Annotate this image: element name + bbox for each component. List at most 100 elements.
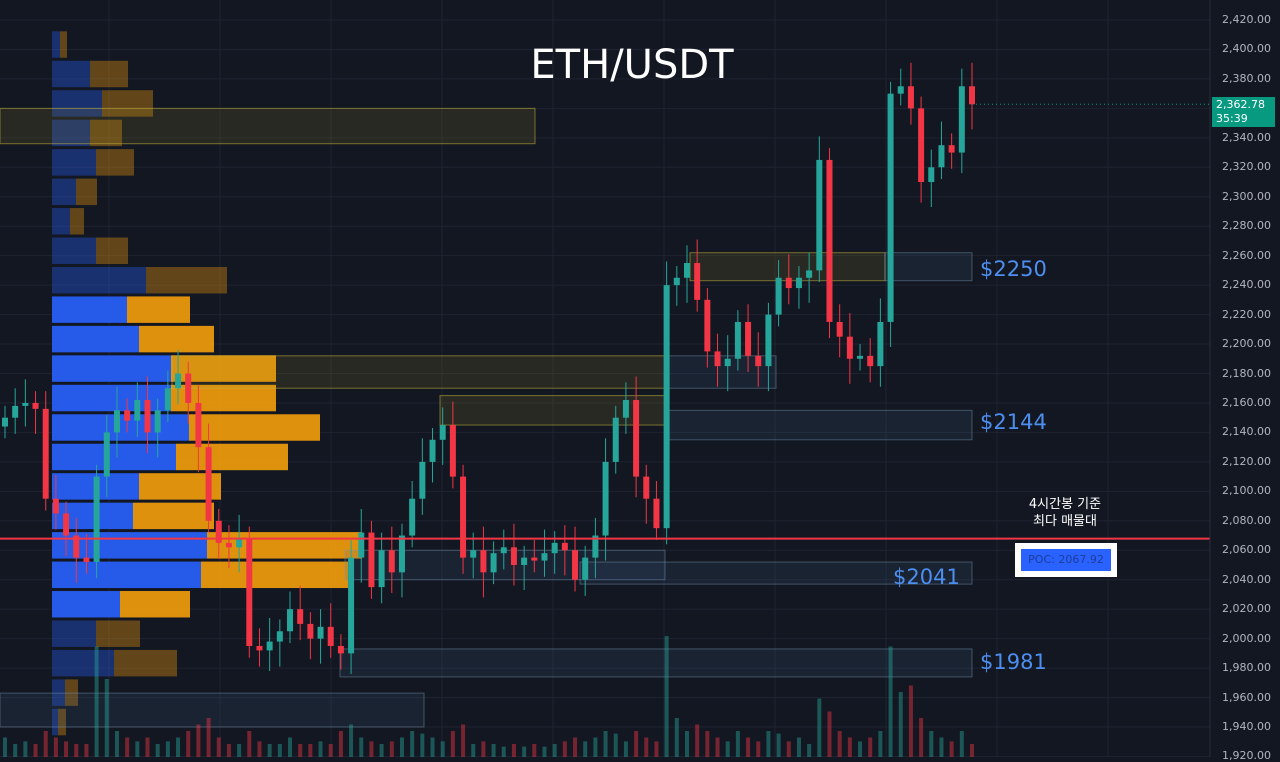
volume-bar: [114, 731, 119, 757]
y-tick-label: 2,320.00: [1222, 160, 1271, 174]
volume-bar: [318, 741, 323, 757]
volume-bar: [623, 741, 628, 757]
volume-bar: [206, 718, 211, 757]
candle-body: [592, 535, 599, 558]
level-label-2144: $2144: [980, 410, 1047, 434]
supply-zone: [439, 395, 669, 426]
volume-bar: [369, 741, 374, 757]
candle-body: [307, 623, 314, 639]
y-tick-label: 2,040.00: [1222, 572, 1271, 586]
candle-body: [643, 476, 650, 499]
candle-body: [327, 626, 334, 646]
candle-body: [877, 321, 884, 367]
profile-bar-down: [70, 208, 84, 235]
profile-bar-up: [52, 620, 96, 647]
volume-bar: [379, 744, 384, 757]
candle-body: [398, 535, 405, 573]
candle-body: [714, 351, 721, 367]
volume-bar: [257, 741, 262, 757]
y-tick-label: 2,260.00: [1222, 248, 1271, 262]
candle-body: [93, 476, 100, 563]
profile-bar-up: [52, 708, 58, 736]
volume-bar: [288, 737, 293, 757]
volume-bar: [226, 744, 231, 757]
volume-bar: [64, 741, 69, 757]
volume-bar: [817, 698, 822, 757]
candle-body: [500, 547, 507, 554]
candle-body: [52, 498, 59, 514]
volume-bar: [827, 711, 832, 757]
candle-body: [154, 410, 161, 433]
volume-bar: [308, 744, 313, 757]
volume-bar: [420, 733, 425, 757]
profile-bar-down: [96, 237, 128, 264]
candle-body: [164, 388, 171, 411]
volume-bar: [155, 744, 160, 757]
candle-body: [887, 93, 894, 322]
candle-body: [734, 321, 741, 359]
candle-body: [205, 447, 212, 521]
candle-body: [510, 547, 517, 565]
volume-bar: [440, 741, 445, 757]
volume-bar: [74, 744, 79, 757]
candle-body: [368, 532, 375, 588]
volume-bar: [715, 737, 720, 757]
y-tick-label: 2,420.00: [1222, 13, 1271, 26]
profile-bar-up: [52, 178, 76, 206]
candle-body: [103, 432, 110, 477]
volume-bar: [145, 737, 150, 757]
supply-zone: [689, 252, 886, 282]
y-tick-label: 2,160.00: [1222, 395, 1271, 409]
candle-body: [42, 408, 49, 499]
candle-body: [124, 410, 131, 421]
profile-bar-down: [96, 149, 134, 176]
candle-body: [897, 86, 904, 94]
candle-body: [836, 321, 843, 337]
volume-bar: [552, 744, 557, 757]
current-price: 2,362.78: [1216, 98, 1265, 111]
candle-body: [215, 520, 222, 543]
y-tick-label: 2,220.00: [1222, 307, 1271, 321]
demand-zone: [0, 692, 425, 728]
candle-body: [337, 645, 344, 654]
volume-bar: [878, 731, 883, 757]
volume-bar: [94, 646, 99, 757]
volume-bar: [3, 737, 7, 757]
profile-bar-up: [52, 325, 139, 353]
candle-body: [439, 425, 446, 440]
y-tick-label: 2,380.00: [1222, 71, 1271, 85]
candle-body: [622, 400, 629, 418]
candle-body: [225, 542, 232, 548]
profile-bar-up: [52, 414, 189, 441]
volume-bar: [858, 741, 863, 757]
candle-body: [317, 626, 324, 639]
candle-body: [551, 542, 558, 554]
candle-body: [470, 550, 477, 558]
volume-bar: [898, 692, 903, 757]
volume-bar: [359, 737, 364, 757]
candle-body: [144, 400, 151, 433]
candle-body: [429, 439, 436, 462]
demand-zone: [667, 409, 973, 441]
y-tick-label: 2,080.00: [1222, 513, 1271, 527]
candle-body: [266, 641, 273, 651]
candle-body: [969, 86, 975, 105]
candle-body: [755, 355, 762, 367]
volume-bar: [237, 744, 242, 757]
volume-bar: [583, 741, 588, 757]
profile-bar-up: [52, 296, 127, 323]
y-tick-label: 2,340.00: [1222, 130, 1271, 144]
candle-body: [653, 498, 660, 529]
candle-body: [775, 277, 782, 315]
profile-bar-down: [90, 60, 128, 88]
volume-bar: [389, 741, 394, 757]
y-tick-label: 1,940.00: [1222, 720, 1271, 733]
candle-body: [572, 550, 579, 580]
volume-bar: [847, 737, 852, 757]
volume-bar: [868, 737, 873, 757]
volume-bar: [532, 744, 537, 757]
volume-bar: [104, 679, 109, 757]
volume-bar: [481, 741, 486, 757]
level-label-2250: $2250: [980, 257, 1047, 281]
